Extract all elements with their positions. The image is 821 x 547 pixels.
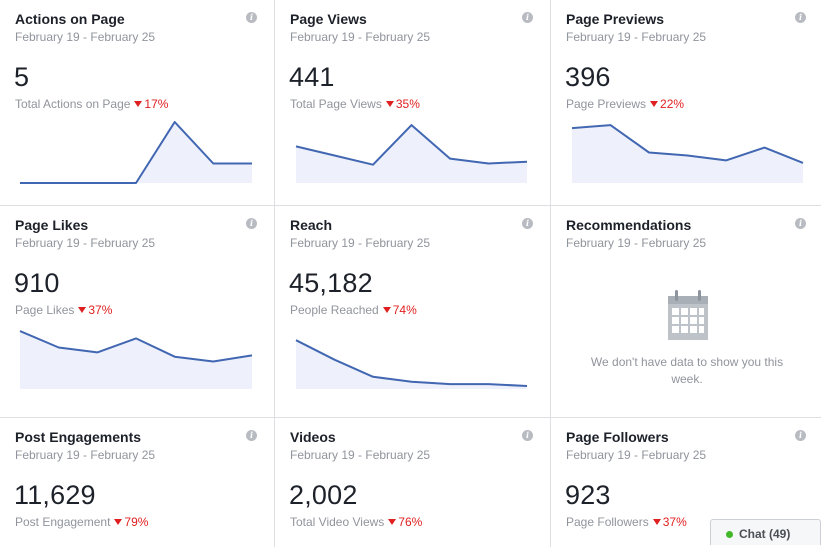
metric-value: 396 xyxy=(565,62,611,92)
metric-value: 923 xyxy=(565,480,611,510)
metric-label-text: Total Video Views xyxy=(290,515,385,529)
card-title[interactable]: Actions on Page xyxy=(15,11,125,27)
card-title[interactable]: Post Engagements xyxy=(15,429,142,445)
sparkline-line xyxy=(20,121,252,184)
card-title[interactable]: Page Likes xyxy=(15,217,89,233)
metric-change: 35% xyxy=(395,97,420,111)
metric-label-text: Total Actions on Page xyxy=(15,97,131,111)
calendar-icon xyxy=(668,290,708,340)
card-videos[interactable]: Videos February 19 - February 25 i 2,002… xyxy=(275,418,550,547)
metric-value: 2,002 xyxy=(289,480,358,510)
decrease-arrow-icon xyxy=(385,101,394,107)
decrease-arrow-icon xyxy=(114,519,123,525)
decrease-arrow-icon xyxy=(78,307,87,313)
sparkline-area xyxy=(296,340,527,389)
metric-label-text: Page Likes xyxy=(15,303,75,317)
online-status-icon xyxy=(726,531,733,538)
card-date-range: February 19 - February 25 xyxy=(290,30,431,44)
card-page-views[interactable]: Page Views February 19 - February 25 i 4… xyxy=(275,0,550,205)
sparkline-area xyxy=(20,331,252,389)
metric-label: People Reached 74% xyxy=(290,303,417,317)
card-reach[interactable]: Reach February 19 - February 25 i 45,182… xyxy=(275,206,550,417)
card-title[interactable]: Reach xyxy=(290,217,333,233)
info-icon[interactable]: i xyxy=(522,430,533,441)
metric-label-text: Post Engagement xyxy=(15,515,111,529)
decrease-arrow-icon xyxy=(388,519,397,525)
sparkline-area xyxy=(296,125,527,183)
metric-value: 45,182 xyxy=(289,268,373,298)
card-date-range: February 19 - February 25 xyxy=(15,448,156,462)
sparkline-chart xyxy=(295,339,528,389)
chat-label[interactable]: Chat (49) xyxy=(739,527,791,541)
sparkline-line xyxy=(295,124,528,166)
metric-label: Page Likes 37% xyxy=(15,303,112,317)
info-icon[interactable]: i xyxy=(246,218,257,229)
card-title[interactable]: Page Followers xyxy=(566,429,669,445)
card-page-likes[interactable]: Page Likes February 19 - February 25 i 9… xyxy=(0,206,274,417)
metric-change: 37% xyxy=(662,515,687,529)
empty-state-message: We don't have data to show you this week… xyxy=(590,355,784,386)
metric-label-text: Page Followers xyxy=(566,515,649,529)
card-date-range: February 19 - February 25 xyxy=(566,30,707,44)
card-title[interactable]: Recommendations xyxy=(566,217,692,233)
sparkline-area xyxy=(572,125,803,183)
decrease-arrow-icon xyxy=(652,519,661,525)
metric-value: 11,629 xyxy=(14,480,96,510)
card-recommendations[interactable]: Recommendations February 19 - February 2… xyxy=(551,206,821,417)
card-date-range: February 19 - February 25 xyxy=(15,236,156,250)
decrease-arrow-icon xyxy=(650,101,659,107)
metric-label-text: Total Page Views xyxy=(290,97,382,111)
card-actions-on-page[interactable]: Actions on Page February 19 - February 2… xyxy=(0,0,274,205)
info-icon[interactable]: i xyxy=(795,218,806,229)
metric-label: Post Engagement 79% xyxy=(15,515,148,529)
info-icon[interactable]: i xyxy=(246,430,257,441)
card-date-range: February 19 - February 25 xyxy=(15,30,156,44)
sparkline-chart xyxy=(295,124,528,183)
card-date-range: February 19 - February 25 xyxy=(290,236,431,250)
sparkline-chart xyxy=(571,124,804,183)
metric-change: 76% xyxy=(398,515,423,529)
sparkline-area xyxy=(20,122,252,183)
card-date-range: February 19 - February 25 xyxy=(566,236,707,250)
decrease-arrow-icon xyxy=(134,101,143,107)
metric-change: 74% xyxy=(392,303,417,317)
metric-label-text: Page Previews xyxy=(566,97,647,111)
decrease-arrow-icon xyxy=(382,307,391,313)
card-title[interactable]: Videos xyxy=(290,429,336,445)
info-icon[interactable]: i xyxy=(246,12,257,23)
info-icon[interactable]: i xyxy=(522,12,533,23)
info-icon[interactable]: i xyxy=(522,218,533,229)
metric-label: Total Video Views 76% xyxy=(290,515,422,529)
sparkline-chart xyxy=(20,121,252,184)
metric-change: 37% xyxy=(88,303,113,317)
metric-change: 79% xyxy=(124,515,149,529)
metric-label: Total Actions on Page 17% xyxy=(15,97,168,111)
metric-label: Total Page Views 35% xyxy=(290,97,420,111)
sparkline-line xyxy=(19,330,253,363)
card-post-engagements[interactable]: Post Engagements February 19 - February … xyxy=(0,418,274,547)
sparkline-line xyxy=(295,339,528,387)
chat-tab[interactable]: Chat (49) xyxy=(710,519,821,545)
info-icon[interactable]: i xyxy=(795,12,806,23)
metric-label: Page Followers 37% xyxy=(566,515,687,529)
metric-value: 5 xyxy=(14,62,30,92)
sparkline-chart xyxy=(19,330,253,389)
metric-label-text: People Reached xyxy=(290,303,379,317)
card-date-range: February 19 - February 25 xyxy=(290,448,431,462)
card-page-previews[interactable]: Page Previews February 19 - February 25 … xyxy=(551,0,821,205)
metric-change: 22% xyxy=(660,97,685,111)
metric-label: Page Previews 22% xyxy=(566,97,684,111)
metric-value: 910 xyxy=(14,268,60,298)
card-title[interactable]: Page Views xyxy=(290,11,367,27)
card-title[interactable]: Page Previews xyxy=(566,11,665,27)
info-icon[interactable]: i xyxy=(795,430,806,441)
sparkline-line xyxy=(571,124,804,164)
metric-change: 17% xyxy=(144,97,169,111)
metric-value: 441 xyxy=(289,62,335,92)
card-date-range: February 19 - February 25 xyxy=(566,448,707,462)
